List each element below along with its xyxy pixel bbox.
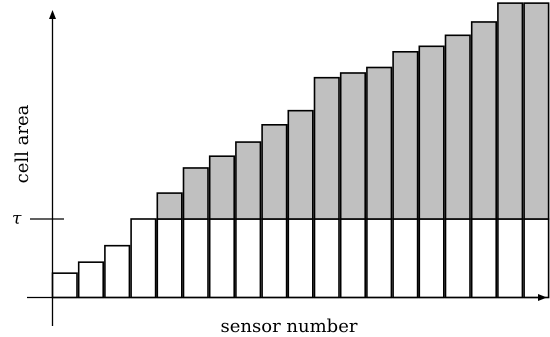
bar-18-above-threshold: [497, 2, 524, 220]
bar-13-below-threshold: [366, 218, 393, 299]
bars-group: [51, 2, 550, 299]
bar-16-below-threshold: [444, 218, 471, 299]
bar-7-below-threshold: [208, 218, 235, 299]
bar-8-above-threshold: [235, 141, 262, 220]
bar-12-above-threshold: [339, 72, 367, 220]
bar-6-above-threshold: [182, 167, 209, 220]
bar-14-below-threshold: [392, 218, 419, 299]
bar-19-below-threshold: [523, 218, 550, 299]
bar-18-below-threshold: [497, 218, 524, 299]
bar-5-above-threshold: [156, 192, 183, 220]
bar-9-below-threshold: [261, 218, 288, 299]
bar-8-below-threshold: [235, 218, 262, 299]
bar-2-below-threshold: [77, 261, 104, 299]
bar-7-above-threshold: [208, 155, 235, 220]
bar-11-below-threshold: [313, 218, 340, 299]
bar-19-above-threshold: [523, 2, 550, 220]
bar-1-below-threshold: [51, 272, 78, 299]
x-axis-label: sensor number: [221, 316, 358, 337]
bar-15-below-threshold: [418, 218, 445, 299]
bar-17-below-threshold: [470, 218, 498, 299]
bar-3-below-threshold: [104, 244, 131, 299]
bar-10-below-threshold: [287, 218, 314, 299]
y-axis-arrow: [49, 10, 56, 19]
bar-13-above-threshold: [366, 66, 393, 220]
bar-14-above-threshold: [392, 50, 419, 220]
threshold-label: τ: [12, 209, 22, 229]
bar-12-below-threshold: [339, 218, 367, 299]
y-axis-label: cell area: [12, 104, 33, 183]
bar-11-above-threshold: [313, 76, 340, 220]
bar-4-below-threshold: [130, 218, 157, 299]
bar-17-above-threshold: [470, 21, 498, 220]
bar-16-above-threshold: [444, 34, 471, 220]
bar-9-above-threshold: [261, 124, 288, 220]
bar-6-below-threshold: [182, 218, 209, 299]
bar-5-below-threshold: [156, 218, 183, 299]
bar-15-above-threshold: [418, 45, 445, 220]
bar-10-above-threshold: [287, 109, 314, 220]
x-axis-arrow: [538, 294, 547, 301]
